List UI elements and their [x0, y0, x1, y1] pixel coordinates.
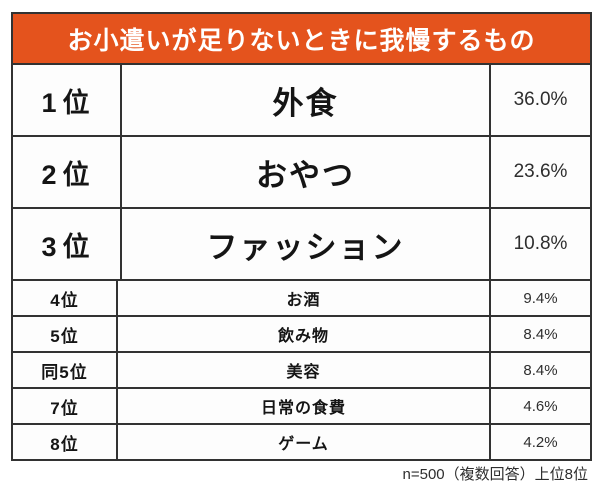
- item-cell: 外食: [122, 65, 491, 135]
- percent-cell: 8.4%: [523, 361, 558, 379]
- percent-cell: 4.6%: [523, 397, 558, 415]
- table-row: 同5位 美容 8.4%: [13, 351, 590, 387]
- rank-cell: 3位: [13, 209, 122, 279]
- item-cell: おやつ: [122, 137, 491, 207]
- table-row: 5位 飲み物 8.4%: [13, 315, 590, 351]
- rank-cell: 同5位: [13, 353, 118, 387]
- rank-cell: 8位: [13, 425, 118, 459]
- rank-cell: 5位: [13, 317, 118, 351]
- percent-cell: 9.4%: [523, 289, 558, 307]
- sample-size-note: n=500（複数回答）上位8位: [402, 466, 588, 483]
- item-cell: 美容: [118, 353, 491, 387]
- item-cell: お酒: [118, 281, 491, 315]
- table-row: 7位 日常の食費 4.6%: [13, 387, 590, 423]
- percent-cell: 10.8%: [513, 233, 568, 254]
- table-title-bar: お小遣いが足りないときに我慢するもの: [13, 14, 590, 65]
- rank-cell: 1位: [13, 65, 122, 135]
- table-row: 1位 外食 36.0%: [13, 65, 590, 135]
- table-row: 2位 おやつ 23.6%: [13, 135, 590, 207]
- percent-cell: 4.2%: [523, 433, 558, 451]
- item-cell: 飲み物: [118, 317, 491, 351]
- table-row: 8位 ゲーム 4.2%: [13, 423, 590, 459]
- percent-cell: 8.4%: [523, 325, 558, 343]
- table-row: 3位 ファッション 10.8%: [13, 207, 590, 279]
- rank-cell: 4位: [13, 281, 118, 315]
- table-row: 4位 お酒 9.4%: [13, 279, 590, 315]
- table-title: お小遣いが足りないときに我慢するもの: [67, 26, 536, 55]
- rank-cell: 7位: [13, 389, 118, 423]
- item-cell: 日常の食費: [118, 389, 491, 423]
- percent-cell: 36.0%: [513, 89, 568, 110]
- percent-cell: 23.6%: [513, 161, 568, 182]
- rank-cell: 2位: [13, 137, 122, 207]
- item-cell: ゲーム: [118, 425, 491, 459]
- ranking-table: お小遣いが足りないときに我慢するもの 1位 外食 36.0% 2位 おやつ 23…: [11, 12, 592, 461]
- item-cell: ファッション: [122, 209, 491, 279]
